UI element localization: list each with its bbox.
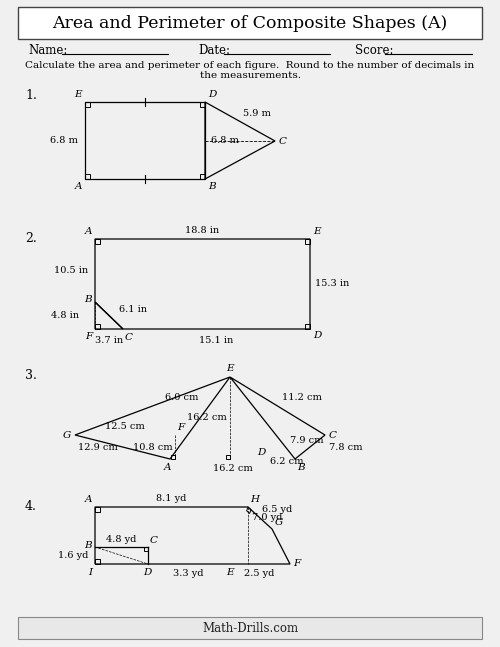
Text: Score:: Score: xyxy=(355,43,394,56)
Text: 12.5 cm: 12.5 cm xyxy=(105,422,145,431)
Text: C: C xyxy=(329,430,337,439)
Text: D: D xyxy=(143,568,151,577)
Text: C: C xyxy=(125,333,133,342)
Text: A: A xyxy=(84,227,92,236)
Text: 11.2 cm: 11.2 cm xyxy=(282,393,322,402)
Text: 4.: 4. xyxy=(25,500,37,513)
Text: H: H xyxy=(250,495,259,504)
Text: D: D xyxy=(313,331,322,340)
Text: 18.8 in: 18.8 in xyxy=(186,226,220,235)
Text: 12.9 cm: 12.9 cm xyxy=(78,443,118,452)
Text: 7.9 cm: 7.9 cm xyxy=(290,436,324,445)
Text: Calculate the area and perimeter of each figure.  Round to the number of decimal: Calculate the area and perimeter of each… xyxy=(26,61,474,69)
Text: 15.1 in: 15.1 in xyxy=(200,336,234,345)
Text: I: I xyxy=(88,568,92,577)
Text: Area and Perimeter of Composite Shapes (A): Area and Perimeter of Composite Shapes (… xyxy=(52,14,448,32)
Text: 6.8 m: 6.8 m xyxy=(50,136,78,145)
Text: 16.2 cm: 16.2 cm xyxy=(212,464,252,473)
Text: the measurements.: the measurements. xyxy=(200,71,300,80)
Text: D: D xyxy=(208,90,216,99)
Text: 6.0 cm: 6.0 cm xyxy=(165,393,198,402)
Text: 6.1 in: 6.1 in xyxy=(119,305,147,314)
Text: 7.0 yd: 7.0 yd xyxy=(252,514,282,523)
Text: 4.8 yd: 4.8 yd xyxy=(106,535,136,544)
Text: A: A xyxy=(164,463,172,472)
Text: F: F xyxy=(177,423,184,432)
Text: E: E xyxy=(74,90,82,99)
Text: E: E xyxy=(226,568,234,577)
Text: E: E xyxy=(226,364,234,373)
Text: C: C xyxy=(150,536,158,545)
Text: F: F xyxy=(293,560,300,569)
Text: 3.: 3. xyxy=(25,369,37,382)
Text: B: B xyxy=(208,182,216,191)
Text: 4.8 in: 4.8 in xyxy=(51,311,79,320)
Text: 6.2 cm: 6.2 cm xyxy=(270,457,304,465)
Text: 16.2 cm: 16.2 cm xyxy=(187,413,227,422)
Text: B: B xyxy=(84,540,92,549)
Text: E: E xyxy=(313,227,320,236)
Text: 1.6 yd: 1.6 yd xyxy=(58,551,88,560)
Text: 3.3 yd: 3.3 yd xyxy=(173,569,203,578)
Text: 5.9 m: 5.9 m xyxy=(243,109,271,118)
FancyBboxPatch shape xyxy=(18,617,482,639)
Text: 6.8 m: 6.8 m xyxy=(211,136,239,145)
Text: 6.5 yd: 6.5 yd xyxy=(262,505,292,514)
Text: 2.5 yd: 2.5 yd xyxy=(244,569,274,578)
Text: G: G xyxy=(275,518,283,527)
Text: C: C xyxy=(279,137,287,146)
Text: B: B xyxy=(297,463,304,472)
Text: 15.3 in: 15.3 in xyxy=(315,280,349,289)
Text: 7.8 cm: 7.8 cm xyxy=(329,443,362,452)
Text: Math-Drills.com: Math-Drills.com xyxy=(202,622,298,635)
Text: B: B xyxy=(84,296,92,305)
Text: 10.8 cm: 10.8 cm xyxy=(134,443,173,452)
Text: F: F xyxy=(85,332,92,341)
Text: 8.1 yd: 8.1 yd xyxy=(156,494,186,503)
Text: 3.7 in: 3.7 in xyxy=(95,336,123,345)
Text: A: A xyxy=(74,182,82,191)
Text: G: G xyxy=(63,430,71,439)
Text: 1.: 1. xyxy=(25,89,37,102)
FancyBboxPatch shape xyxy=(18,7,482,39)
Text: D: D xyxy=(257,448,266,457)
Text: 2.: 2. xyxy=(25,232,37,245)
Text: Date:: Date: xyxy=(198,43,230,56)
Text: Name:: Name: xyxy=(28,43,68,56)
Text: A: A xyxy=(84,495,92,504)
Text: 10.5 in: 10.5 in xyxy=(54,266,88,275)
